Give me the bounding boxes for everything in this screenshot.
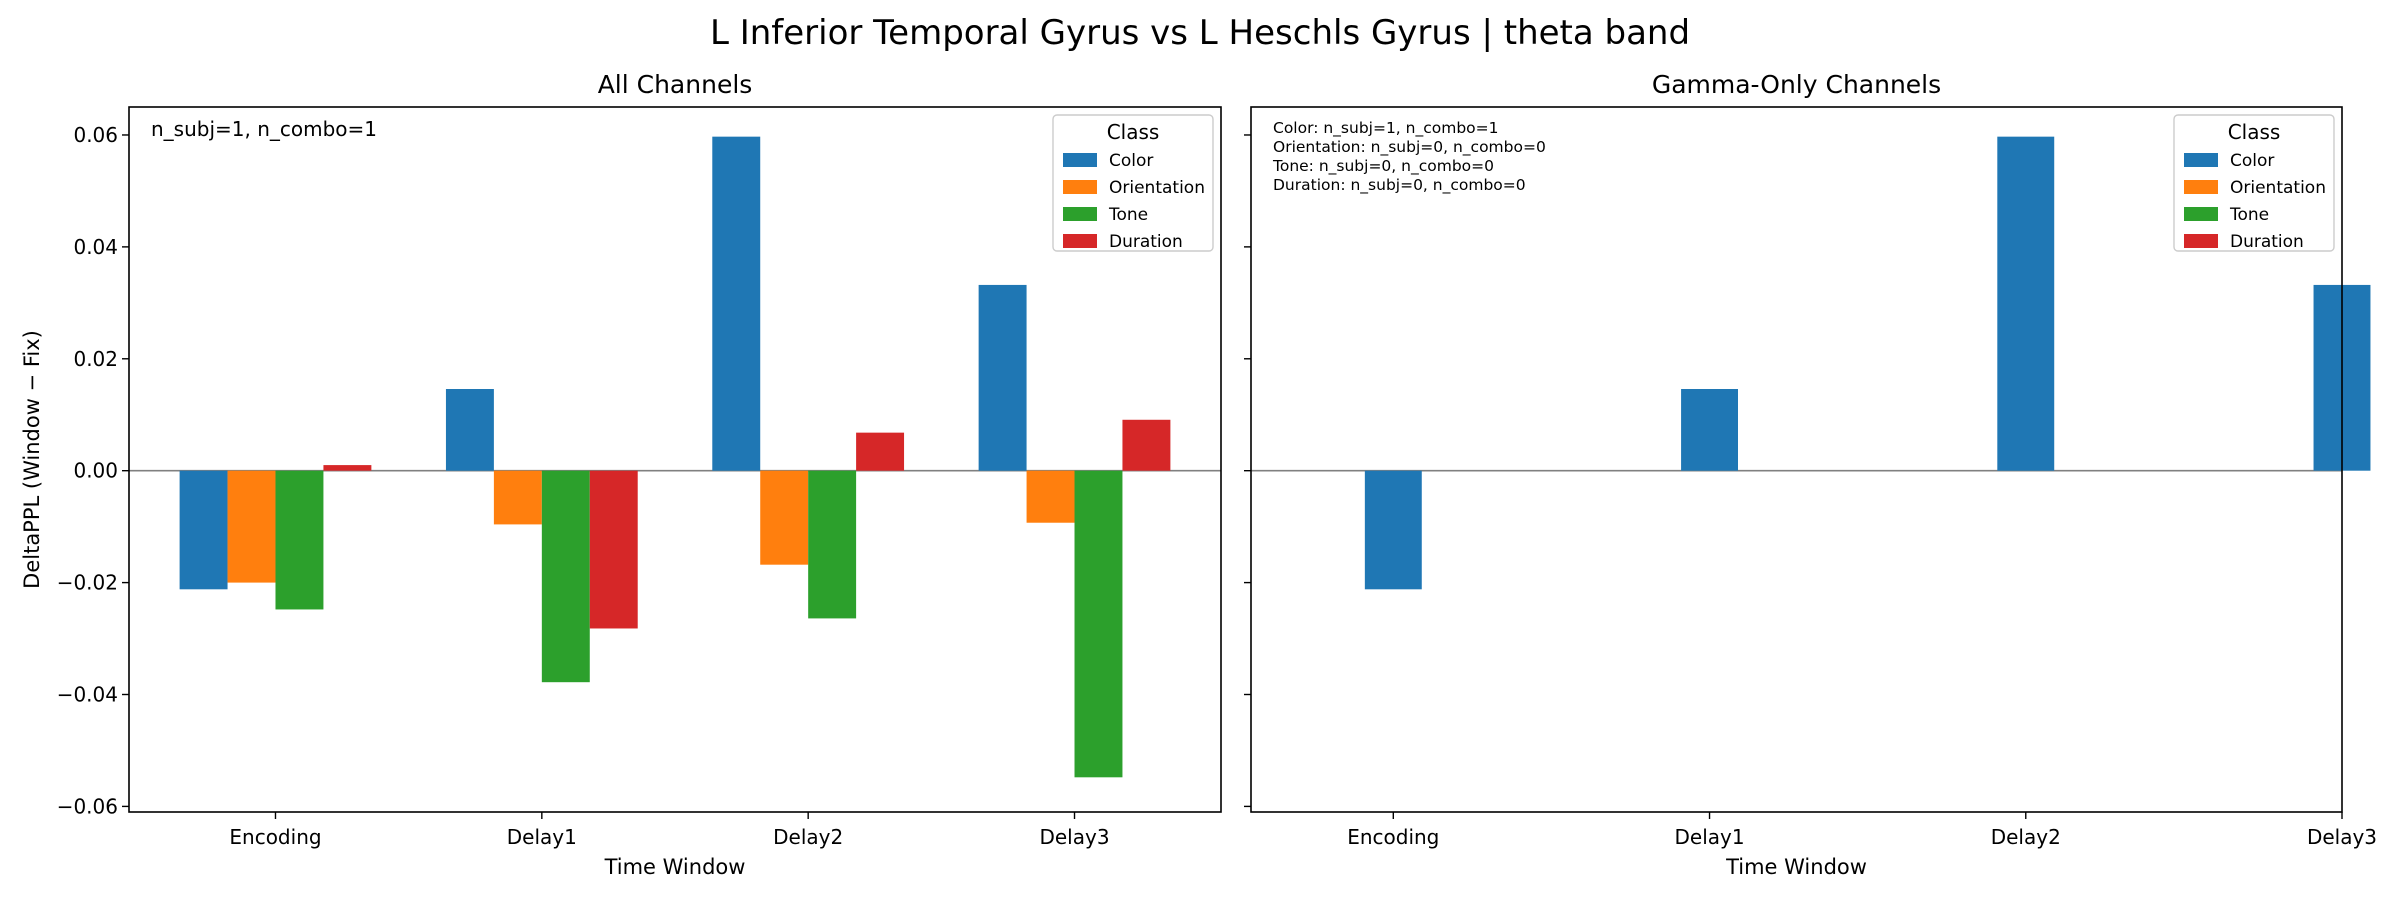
axes-frame <box>1250 106 2343 813</box>
x-axis-label: Time Window <box>604 855 746 879</box>
x-tick-label: Delay2 <box>1991 825 2061 849</box>
legend-swatch-orientation <box>2184 180 2218 194</box>
panel-title: All Channels <box>598 70 753 99</box>
bar-color-delay1 <box>1681 389 1738 471</box>
legend-swatch-tone <box>2184 207 2218 221</box>
bar-tone-delay2 <box>808 470 857 619</box>
legend-label-duration: Duration <box>1109 232 1183 252</box>
legend-title: Class <box>2228 120 2281 144</box>
bar-color-encoding <box>179 470 228 590</box>
panel-title: Gamma-Only Channels <box>1652 70 1941 99</box>
panel-all-channels: −0.06 −0.04 −0.02 0.00 0.02 0.04 0.06 Encoding D… <box>20 70 1222 879</box>
y-tick-label: −0.04 <box>57 683 118 707</box>
x-tick-label: Delay3 <box>2307 825 2377 849</box>
stats-annotation: n_subj=1, n_combo=1 <box>151 117 377 141</box>
panel-gamma-only-channels: Encoding Delay1 Delay2 Delay3 Gamma-Only Cha… <box>1244 70 2377 879</box>
stats-annotation-line: Duration: n_subj=0, n_combo=0 <box>1273 176 1526 195</box>
y-tick-label: 0.00 <box>73 459 118 483</box>
legend-title: Class <box>1107 120 1160 144</box>
x-tick-label: Delay2 <box>773 825 843 849</box>
y-tick-label: −0.06 <box>57 794 118 818</box>
bar-color-delay2 <box>1997 136 2055 471</box>
bar-duration-delay1 <box>589 470 638 629</box>
y-tick-label: −0.02 <box>57 571 118 595</box>
legend-label-color: Color <box>2230 151 2274 171</box>
legend-label-tone: Tone <box>2229 205 2269 225</box>
y-tick-label: 0.02 <box>73 347 118 371</box>
bar-orientation-encoding <box>227 470 276 583</box>
x-tick-label: Delay1 <box>1674 825 1744 849</box>
bar-tone-delay3 <box>1074 470 1123 778</box>
x-tick-label: Delay1 <box>507 825 577 849</box>
legend-swatch-duration <box>2184 234 2218 248</box>
y-axis-label: DeltaPPL (Window − Fix) <box>20 330 44 589</box>
x-axis-label: Time Window <box>1725 855 1867 879</box>
stats-annotation-line: Color: n_subj=1, n_combo=1 <box>1273 119 1499 138</box>
figure-title: L Inferior Temporal Gyrus vs L Heschls G… <box>710 13 1690 53</box>
bar-duration-encoding <box>323 465 372 471</box>
bar-duration-delay3 <box>1122 419 1171 471</box>
x-tick-label: Delay3 <box>1039 825 1109 849</box>
legend-label-duration: Duration <box>2230 232 2304 252</box>
x-tick-label: Encoding <box>1347 825 1439 849</box>
bar-orientation-delay3 <box>1026 470 1075 523</box>
bar-orientation-delay2 <box>760 470 809 565</box>
legend-swatch-tone <box>1063 207 1097 221</box>
bar-orientation-delay1 <box>493 470 542 525</box>
bar-color-delay2 <box>712 136 761 471</box>
legend-swatch-color <box>2184 153 2218 167</box>
bar-color-delay3 <box>978 284 1027 471</box>
bar-tone-delay1 <box>541 470 590 683</box>
y-tick-label: 0.04 <box>73 235 118 259</box>
x-tick-label: Encoding <box>229 825 321 849</box>
legend-label-color: Color <box>1109 151 1153 171</box>
legend-swatch-orientation <box>1063 180 1097 194</box>
stats-annotation-line: Orientation: n_subj=0, n_combo=0 <box>1273 138 1546 157</box>
legend-swatch-color <box>1063 153 1097 167</box>
stats-annotation-line: Tone: n_subj=0, n_combo=0 <box>1272 157 1494 176</box>
axes-frame <box>128 106 1222 813</box>
bar-color-delay1 <box>445 389 494 471</box>
bar-tone-encoding <box>275 470 324 610</box>
legend-swatch-duration <box>1063 234 1097 248</box>
legend-label-orientation: Orientation <box>2230 178 2326 198</box>
legend-label-tone: Tone <box>1108 205 1148 225</box>
y-tick-label: 0.06 <box>73 123 118 147</box>
legend-label-orientation: Orientation <box>1109 178 1205 198</box>
bar-color-encoding <box>1364 470 1422 590</box>
bar-duration-delay2 <box>856 432 905 471</box>
